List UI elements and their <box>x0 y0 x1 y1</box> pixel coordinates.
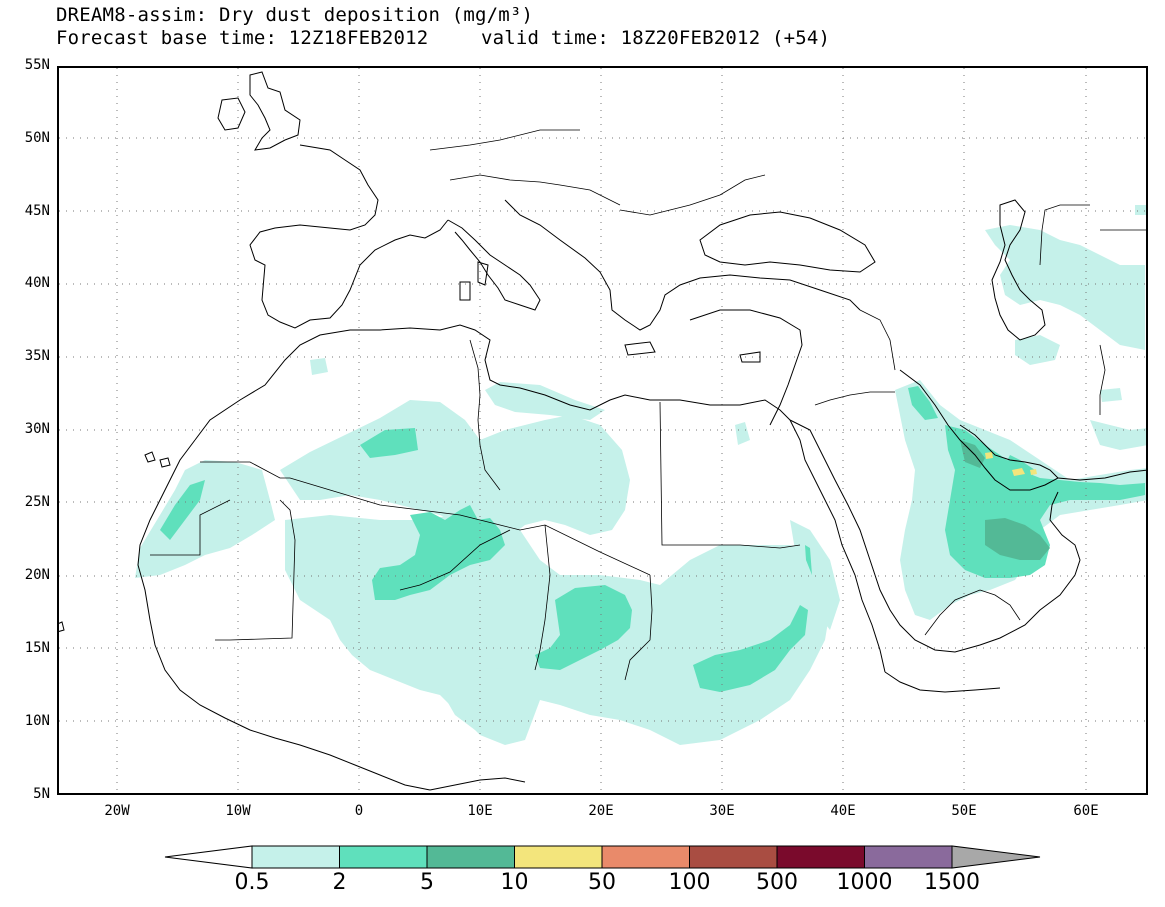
colorbar-box <box>514 845 603 869</box>
colorbar-label: 1000 <box>836 870 893 895</box>
dust-level-5-fill <box>960 440 1050 560</box>
base-time: Forecast base time: 12Z18FEB2012 <box>56 27 429 49</box>
map-title: DREAM8-assim: Dry dust deposition (mg/m³… <box>56 4 534 26</box>
dust-level-10-fill <box>985 452 1037 476</box>
lon-label: 10E <box>467 803 493 819</box>
colorbar-box <box>776 845 865 869</box>
lat-label: 25N <box>24 494 50 510</box>
colorbar-label: 2 <box>332 870 347 895</box>
colorbar-label: 10 <box>500 870 529 895</box>
colorbar-box <box>864 845 953 869</box>
lat-label: 50N <box>24 130 50 146</box>
lat-label: 35N <box>24 348 50 364</box>
lon-label: 40E <box>830 803 856 819</box>
map-frame <box>57 66 1148 795</box>
colorbar-under-triangle <box>164 845 253 869</box>
lat-label: 40N <box>24 275 50 291</box>
colorbar-boxes <box>164 845 1041 869</box>
colorbar-label: 0.5 <box>234 870 270 895</box>
lat-label: 55N <box>24 57 50 73</box>
colorbar-box <box>689 845 778 869</box>
forecast-times: Forecast base time: 12Z18FEB2012 valid ti… <box>56 27 830 49</box>
lat-label: 45N <box>24 203 50 219</box>
lon-label: 20W <box>104 803 130 819</box>
lon-label: 30E <box>709 803 735 819</box>
valid-time: valid time: 18Z20FEB2012 (+54) <box>481 27 831 49</box>
colorbar-label: 1500 <box>924 870 980 895</box>
country-borders <box>150 129 1146 681</box>
lat-label: 30N <box>24 421 50 437</box>
dust-deposition-map <box>59 68 1146 793</box>
colorbar-label: 50 <box>588 870 616 895</box>
coastlines <box>59 71 1146 791</box>
colorbar-over-triangle <box>951 845 1041 869</box>
lon-label: 10W <box>225 803 251 819</box>
lon-label: 20E <box>588 803 614 819</box>
colorbar-box <box>251 845 340 869</box>
lon-label: 0 <box>354 803 364 819</box>
lat-label: 20N <box>24 567 50 583</box>
colorbar-label: 100 <box>668 870 711 895</box>
colorbar-box <box>339 845 428 869</box>
lat-label: 5N <box>33 786 50 802</box>
colorbar-label: 500 <box>756 870 798 895</box>
colorbar-box <box>601 845 690 869</box>
colorbar-box <box>426 845 515 869</box>
lon-label: 60E <box>1073 803 1099 819</box>
lat-label: 15N <box>24 640 50 656</box>
lon-label: 50E <box>951 803 977 819</box>
colorbar-label: 5 <box>420 870 434 895</box>
lat-label: 10N <box>24 713 50 729</box>
